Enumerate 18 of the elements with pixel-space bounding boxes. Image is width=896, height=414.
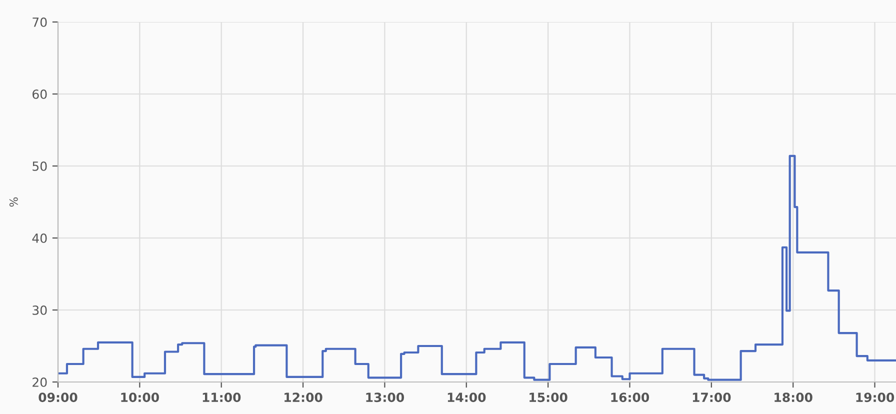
- x-tick-label: 18:00: [774, 392, 812, 402]
- x-tick-label: 10:00: [121, 392, 159, 402]
- x-tick-label: 15:00: [530, 392, 568, 402]
- x-tick-label: 12:00: [284, 392, 322, 402]
- y-tick-label: 70: [32, 17, 47, 27]
- y-tick-label: 50: [32, 161, 47, 171]
- x-tick-label: 13:00: [366, 392, 404, 402]
- x-tick-label: 17:00: [692, 392, 731, 402]
- x-tick-label: 11:00: [202, 392, 241, 402]
- y-axis-title: %: [9, 197, 18, 207]
- x-tick-label: 14:00: [448, 392, 486, 402]
- x-tick-label: 16:00: [611, 392, 650, 402]
- x-tick-label: 19:00: [856, 392, 894, 402]
- y-tick-label: 40: [32, 233, 47, 243]
- y-tick-label: 20: [32, 377, 47, 387]
- y-tick-label: 60: [32, 89, 47, 99]
- y-tick-label: 30: [32, 305, 47, 315]
- x-tick-label: 09:00: [38, 392, 78, 402]
